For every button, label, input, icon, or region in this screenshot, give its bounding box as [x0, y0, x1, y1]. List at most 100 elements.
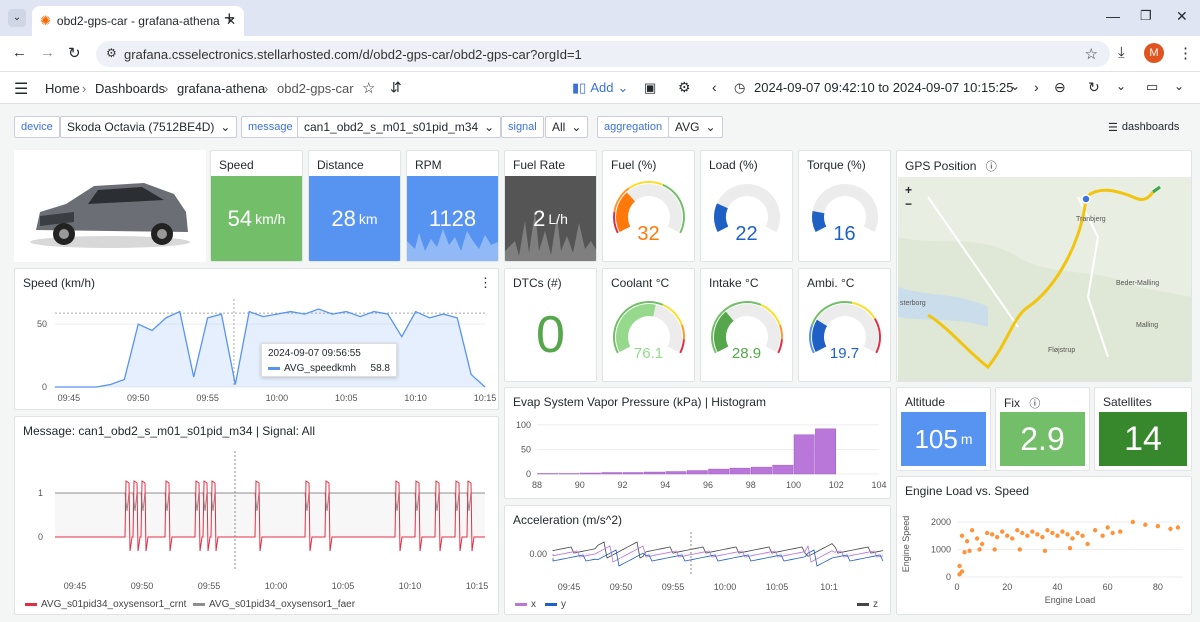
- zoom-out-icon[interactable]: ⊖: [1054, 79, 1066, 95]
- tv-mode-icon[interactable]: ▭: [1146, 79, 1159, 94]
- close-window-icon[interactable]: ✕: [1176, 8, 1188, 24]
- chevron-down-icon: ⌄: [617, 80, 629, 95]
- close-tab-icon[interactable]: ✕: [225, 14, 236, 28]
- map-zoom-in-button[interactable]: +: [905, 183, 913, 197]
- breadcrumb-folder[interactable]: grafana-athena: [177, 81, 266, 96]
- aggregation-select[interactable]: AVG ⌄: [668, 116, 723, 138]
- message-legend-faer[interactable]: AVG_s01pid34_oxysensor1_faer: [193, 599, 355, 610]
- breadcrumb-home[interactable]: Home: [45, 81, 80, 96]
- time-range-picker[interactable]: 2024-09-07 09:42:10 to 2024-09-07 10:15:…: [754, 80, 1014, 95]
- stat-value: 105: [914, 423, 958, 454]
- breadcrumb-separator-icon: ›: [164, 81, 169, 96]
- speed-stat-panel: Speed 54 km/h: [210, 150, 303, 262]
- gps-map[interactable]: Tranbjerg Beder-Malling Malling Fløjstru…: [898, 177, 1192, 382]
- favorite-star-icon[interactable]: ☆: [362, 80, 376, 97]
- band-fill: [55, 493, 485, 537]
- scatter-point: [994, 534, 1000, 540]
- panel-title: Intake °C: [709, 276, 759, 290]
- scatter-point: [984, 530, 990, 536]
- add-button[interactable]: ▮▯ Add ⌄: [572, 80, 628, 96]
- evap-histogram[interactable]: 100 50 088 90 92 94 96 98 100 102 104: [505, 412, 891, 499]
- fuel-rate-stat-value-box: 2 L/h: [505, 176, 596, 261]
- map-zoom-out-button[interactable]: −: [905, 197, 913, 211]
- time-forward-icon[interactable]: ›: [1034, 79, 1039, 95]
- scatter-point: [1130, 519, 1135, 525]
- accel-legend-z[interactable]: z: [857, 599, 878, 610]
- accel-legend-x[interactable]: x: [515, 599, 536, 610]
- scatter-point: [979, 541, 985, 547]
- rpm-stat-panel: RPM 1128: [406, 150, 499, 262]
- legend-swatch: [545, 603, 557, 606]
- panel-title: Speed: [219, 158, 254, 172]
- gauge-value: 32: [637, 223, 660, 245]
- rpm-sparkline: [407, 229, 498, 261]
- scatter-point: [977, 547, 982, 552]
- browser-menu-icon[interactable]: ⋮: [1178, 45, 1193, 62]
- stat-unit: L/h: [548, 210, 568, 227]
- bookmark-star-icon[interactable]: ☆: [1084, 46, 1098, 63]
- message-legend-crnt[interactable]: AVG_s01pid34_oxysensor1_crnt: [25, 599, 186, 610]
- y-tick-label: 1000: [931, 545, 951, 555]
- y-tick-label: 0: [42, 382, 47, 392]
- download-icon[interactable]: ⤓: [1118, 44, 1125, 61]
- legend-swatch: [193, 603, 205, 606]
- dashboards-link[interactable]: ☰ dashboards: [1108, 121, 1179, 134]
- profile-avatar[interactable]: M: [1144, 43, 1164, 63]
- signal-select[interactable]: All ⌄: [545, 116, 589, 138]
- rpm-stat-value-box: 1128: [407, 176, 498, 261]
- panel-menu-icon[interactable]: ⋮: [479, 275, 492, 290]
- chevron-down-icon[interactable]: ⌄: [1010, 79, 1021, 93]
- save-icon[interactable]: ▣: [644, 80, 657, 95]
- scatter-point: [1168, 526, 1173, 532]
- url-field[interactable]: ⚙ grafana.csselectronics.stellarhosted.c…: [96, 41, 1110, 67]
- info-icon[interactable]: ⓘ: [1029, 398, 1041, 410]
- reload-icon[interactable]: ↻: [68, 45, 81, 62]
- x-tick-label: 09:45: [58, 393, 81, 403]
- x-tick-label: 10:15: [466, 581, 489, 591]
- chevron-down-icon[interactable]: ⌄: [1116, 79, 1127, 93]
- settings-gear-icon[interactable]: ⚙: [678, 79, 691, 95]
- gauge-threshold-arc: [777, 339, 783, 354]
- new-tab-icon[interactable]: +: [224, 8, 235, 28]
- stat-value: 28: [331, 205, 356, 231]
- gps-position-panel: GPS Position ⓘ Tranbjerg Beder-Malling M…: [896, 150, 1192, 382]
- time-back-icon[interactable]: ‹: [712, 79, 717, 95]
- maximize-icon[interactable]: ❐: [1140, 8, 1152, 23]
- info-icon[interactable]: ⓘ: [985, 161, 997, 173]
- tooltip-series-swatch: [268, 367, 280, 370]
- refresh-icon[interactable]: ↻: [1088, 79, 1100, 95]
- x-tick-label: 10:00: [266, 393, 289, 403]
- fuel-rate-stat-panel: Fuel Rate 2 L/h: [504, 150, 597, 262]
- share-icon[interactable]: ⇵: [390, 79, 402, 95]
- y-axis-label: Engine Speed: [901, 516, 911, 573]
- message-chart[interactable]: 1 0 09:45 09:50 09:55 10:00 10:05 10:10 10:15: [15, 441, 499, 597]
- device-variable-label: device: [14, 116, 60, 138]
- gauge-value: 22: [735, 223, 758, 245]
- site-info-icon[interactable]: ⚙: [106, 46, 117, 60]
- panel-title: Fuel (%): [611, 158, 657, 172]
- chevron-down-icon[interactable]: ⌄: [1174, 79, 1185, 93]
- engine-load-speed-scatter[interactable]: 2000 1000 00 20 40 60 80 Engine Load Engine Spee…: [897, 499, 1192, 615]
- forward-icon[interactable]: →: [40, 44, 55, 61]
- message-select[interactable]: can1_obd2_s_m01_s01pid_m34 ⌄: [297, 116, 502, 138]
- x-tick-label: 60: [1103, 582, 1113, 592]
- back-icon[interactable]: ←: [12, 44, 27, 61]
- browser-tab-strip: ⌄ ✺ obd2-gps-car - grafana-athena ✕ + — …: [0, 0, 1200, 36]
- scatter-point: [1118, 529, 1123, 534]
- tab-search-icon[interactable]: ⌄: [8, 9, 26, 27]
- breadcrumb-dashboards[interactable]: Dashboards: [95, 81, 166, 96]
- minimize-icon[interactable]: —: [1106, 8, 1120, 24]
- map-place-label: sterborg: [900, 300, 926, 307]
- y-tick-label: 50: [37, 319, 47, 329]
- y-tick-label: 0.00: [529, 549, 547, 559]
- speed-chart[interactable]: 50 0 09:45 09:50 09:55 10:00 10:05 10:10 10:15: [15, 293, 499, 409]
- hamburger-menu-icon[interactable]: ☰: [14, 81, 29, 98]
- breadcrumb-current: obd2-gps-car: [277, 81, 354, 96]
- device-select[interactable]: Skoda Octavia (7512BE4D) ⌄: [60, 116, 238, 138]
- gauge-threshold-arc: [873, 318, 881, 354]
- acceleration-chart[interactable]: 0.00 09:45 09:50 09:55 10:00 10:05 10:1: [505, 530, 891, 598]
- accel-legend-y[interactable]: y: [545, 599, 566, 610]
- fuel-rate-sparkline: [505, 211, 596, 261]
- browser-tab[interactable]: ✺ obd2-gps-car - grafana-athena ✕: [32, 6, 244, 36]
- scatter-point: [1025, 533, 1030, 538]
